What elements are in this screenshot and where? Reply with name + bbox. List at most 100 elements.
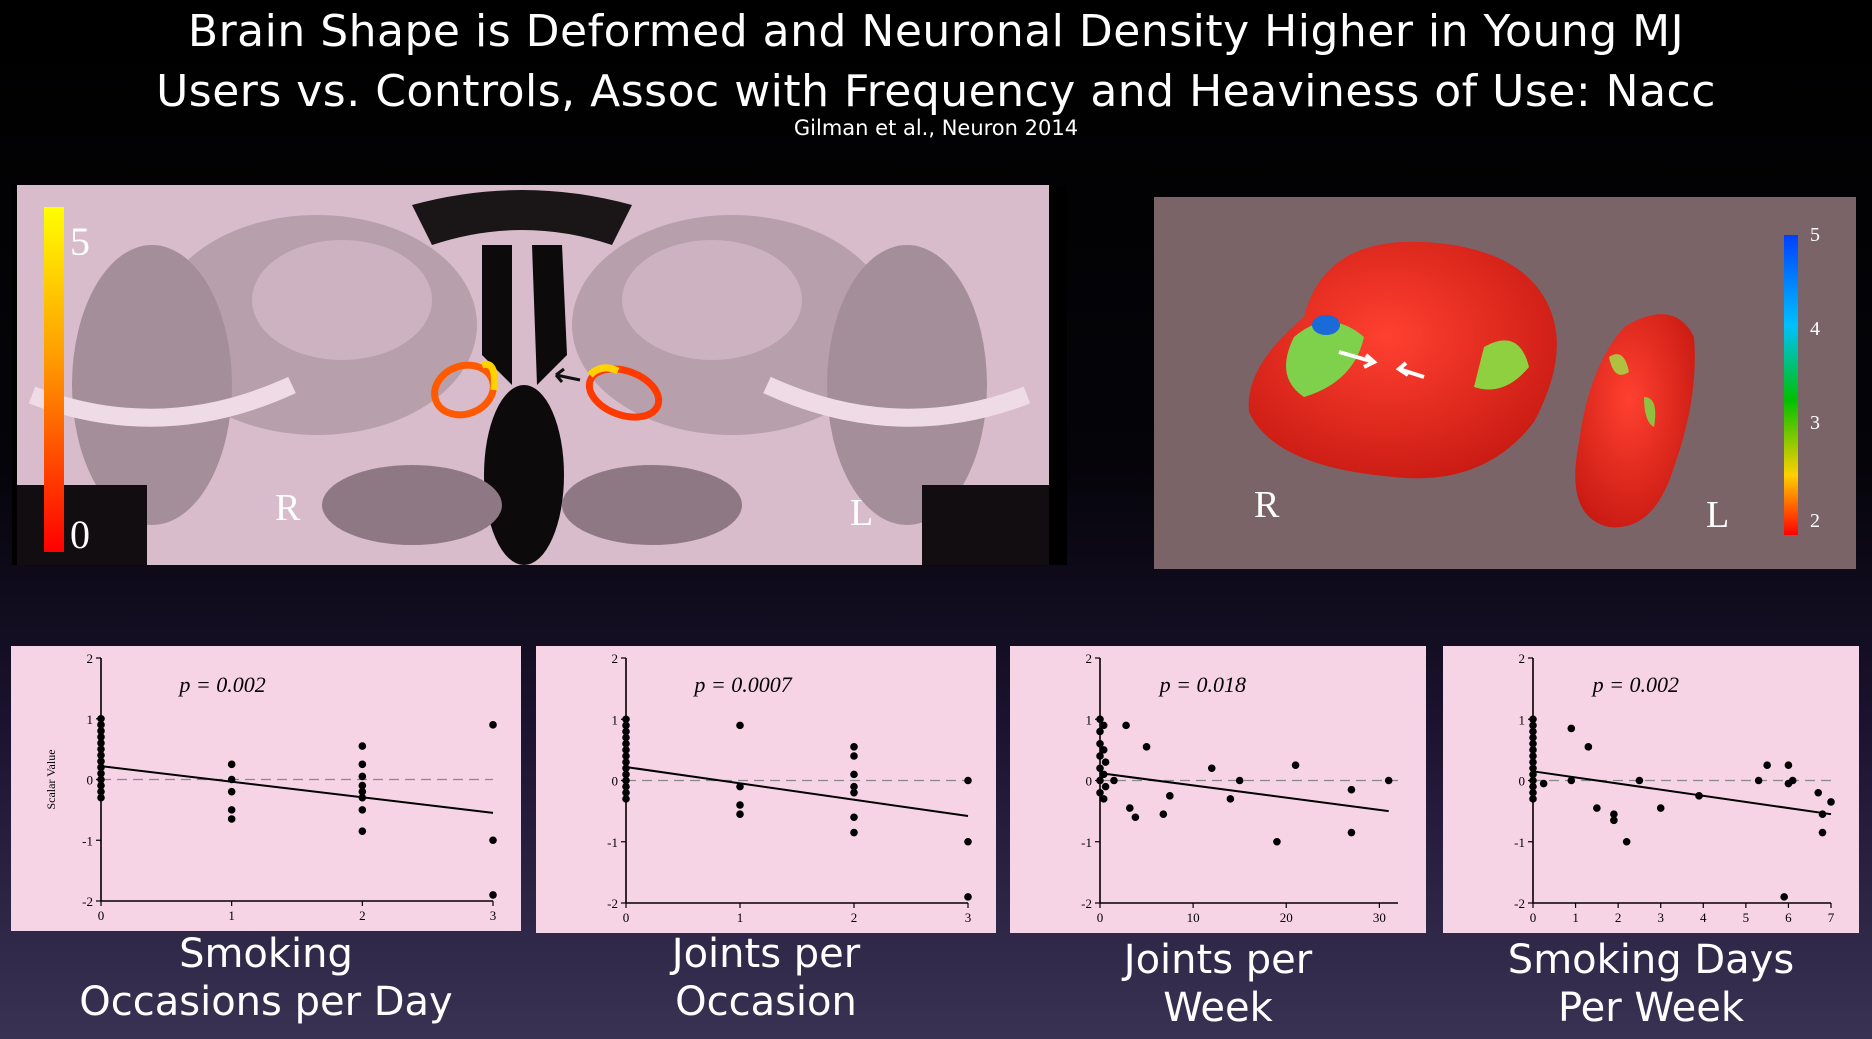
- x-tick-label: 3: [1657, 910, 1664, 925]
- caption-2-line-2: Occasion: [675, 979, 857, 1025]
- data-point: [358, 781, 367, 790]
- data-point: [1529, 770, 1537, 779]
- x-tick-label: 7: [1828, 910, 1835, 925]
- coronal-brain-svg: 5 0 R L: [12, 185, 1067, 565]
- data-point: [1122, 721, 1130, 730]
- caption-4-line-2: Per Week: [1557, 985, 1745, 1031]
- data-point: [1099, 770, 1108, 779]
- data-point: [358, 806, 367, 814]
- data-point: [227, 806, 236, 814]
- data-point: [1827, 798, 1835, 806]
- data-point: [1814, 788, 1823, 797]
- plot-caption-3: Joints per Week: [1010, 936, 1426, 1032]
- data-point: [1099, 721, 1108, 730]
- data-point: [489, 721, 497, 729]
- data-point: [1347, 828, 1356, 837]
- data-point: [1780, 893, 1788, 901]
- data-point: [622, 739, 630, 748]
- data-point: [1096, 764, 1104, 773]
- data-point: [1529, 739, 1537, 748]
- data-point: [97, 781, 105, 790]
- x-tick-label: 2: [359, 908, 366, 923]
- caption-4-line-1: Smoking Days: [1507, 937, 1795, 983]
- data-point: [1131, 813, 1140, 822]
- data-point: [622, 764, 630, 773]
- data-point: [1584, 743, 1593, 751]
- data-point: [1529, 715, 1537, 724]
- data-point: [97, 769, 105, 778]
- data-point: [1291, 761, 1300, 769]
- x-tick-label: 5: [1743, 910, 1750, 925]
- colorbar-left: [44, 207, 64, 552]
- data-point: [1096, 788, 1104, 797]
- data-point: [622, 752, 630, 760]
- caption-3-line-2: Week: [1163, 985, 1273, 1031]
- scatter-plot-3: 210-1-20 10 20 30p = 0.018: [1010, 646, 1426, 933]
- data-point: [1610, 810, 1618, 818]
- surface-render-image: 5 4 3 2 R L: [1154, 197, 1856, 569]
- data-point: [1142, 743, 1151, 751]
- x-tick-label: 10: [1187, 910, 1200, 925]
- nacc-left-outline: [585, 365, 663, 421]
- x-tick-label: 1: [737, 910, 744, 925]
- data-point: [1099, 795, 1108, 803]
- data-point: [358, 742, 367, 750]
- data-point: [97, 727, 105, 735]
- data-point: [1610, 816, 1618, 825]
- nacc-surface-right: [1248, 241, 1557, 479]
- data-point: [736, 801, 744, 809]
- data-point: [97, 745, 105, 753]
- caption-1-line-1: Smoking: [179, 931, 353, 977]
- y-tick-label: 2: [1086, 651, 1093, 666]
- x-tick-label: 6: [1785, 910, 1792, 925]
- data-point: [227, 815, 236, 823]
- x-tick-label: 1: [1572, 910, 1579, 925]
- data-point: [489, 891, 497, 899]
- y-tick-label: 1: [1519, 712, 1526, 727]
- regression-line: [100, 765, 494, 814]
- data-point: [850, 770, 858, 779]
- colorbar-tick-4: 4: [1810, 318, 1820, 340]
- data-point: [1784, 761, 1793, 769]
- arrow-icon: [554, 367, 581, 383]
- data-point: [1529, 752, 1537, 760]
- data-point: [1096, 739, 1104, 748]
- data-point: [1096, 715, 1104, 724]
- data-point: [622, 795, 630, 803]
- y-tick-label: 1: [1086, 712, 1093, 727]
- colorbar-max-label: 5: [70, 219, 90, 264]
- data-point: [1235, 776, 1244, 785]
- x-tick-label: 0: [1097, 910, 1104, 925]
- data-point: [622, 721, 630, 730]
- caption-2-line-1: Joints per: [671, 931, 861, 977]
- data-point: [97, 721, 105, 729]
- x-tick-label: 1: [228, 908, 235, 923]
- data-point: [622, 727, 630, 736]
- colorbar-tick-5: 5: [1810, 224, 1820, 246]
- x-tick-label: 2: [851, 910, 858, 925]
- y-tick-label: -1: [607, 835, 618, 850]
- x-tick-label: 0: [1530, 910, 1537, 925]
- y-tick-label: 0: [612, 774, 619, 789]
- data-point: [97, 739, 105, 747]
- data-point: [1818, 810, 1827, 818]
- plot-caption-4: Smoking Days Per Week: [1443, 936, 1859, 1032]
- slide-title: Brain Shape is Deformed and Neuronal Den…: [20, 2, 1852, 122]
- y-tick-label: 2: [1519, 651, 1526, 666]
- data-point: [1529, 776, 1537, 785]
- x-tick-label: 2: [1615, 910, 1622, 925]
- data-point: [1788, 776, 1797, 785]
- title-line-2: Users vs. Controls, Assoc with Frequency…: [156, 66, 1716, 117]
- p-value-annotation: p = 0.018: [1158, 672, 1246, 697]
- regression-line: [1532, 770, 1832, 816]
- data-point: [1096, 727, 1104, 736]
- colorbar-right: [1784, 235, 1798, 535]
- plot-panel-2: 2 1 0 -1 -2 0 1 2 3 p = 0.0007: [536, 646, 996, 938]
- x-tick-label: 3: [965, 910, 972, 925]
- y-tick-label: -2: [607, 896, 618, 911]
- data-point: [622, 776, 630, 785]
- data-point: [1126, 804, 1134, 812]
- data-point: [622, 746, 630, 754]
- data-point: [1529, 758, 1537, 766]
